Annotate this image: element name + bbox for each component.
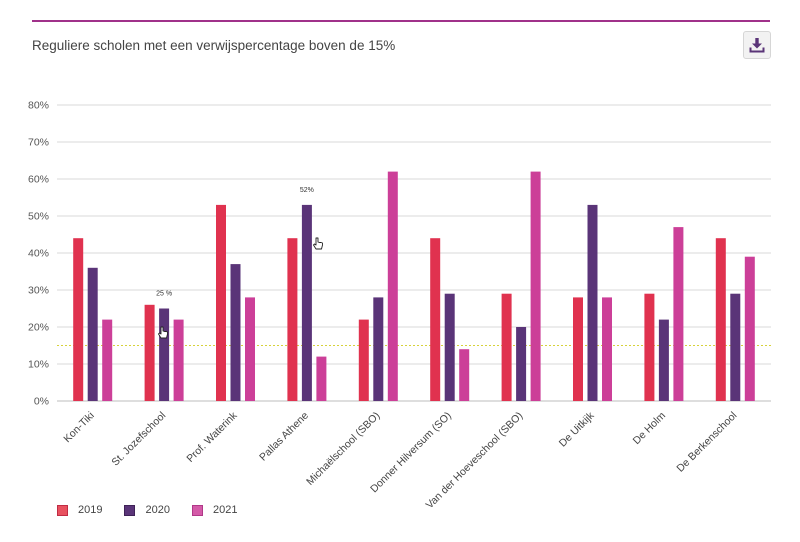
bar-2021 [673,227,684,401]
bar-2020 [730,293,741,401]
legend-swatch [191,504,203,516]
bar-2021 [245,297,255,401]
bar-2019 [358,319,369,401]
bar-2019 [573,297,583,401]
legend-label: 2020 [145,504,170,516]
y-tick-label: 60% [28,174,49,186]
legend-item-2021[interactable]: 2021 [191,504,238,516]
x-tick-label: De Uitkijk [557,409,597,449]
bar-2019 [287,238,298,401]
bar-2020 [516,327,527,401]
y-tick-label: 0% [34,396,49,408]
bar-2020 [301,204,312,401]
legend-swatch [57,504,68,516]
legend-swatch [124,504,136,516]
bar-2021 [459,349,470,401]
y-tick-label: 70% [28,137,49,149]
bar-2021 [530,171,541,401]
legend-label: 2019 [78,504,103,516]
bar-2021 [173,319,184,401]
x-tick-label: St. Jozefschool [109,410,168,469]
bar-2021 [316,356,327,401]
x-tick-label: De Holm [631,409,669,447]
x-tick-label: De Berkenschool [674,410,739,475]
bar-2021 [602,297,612,401]
legend-item-2020[interactable]: 2020 [124,504,170,516]
bar-2019 [73,238,84,401]
bar-2020 [658,319,669,401]
bar-chart: 0% 10% 20% 30% 40% 50% 60% 70% 80% Kon-Tiki St. Jo… [28,100,771,511]
bar-2019 [144,304,155,401]
bar-2019 [501,293,512,401]
x-tick-label: Michaëlschool (SBO) [304,410,382,488]
bar-2021 [102,319,113,401]
data-label: 52% [300,187,314,194]
x-tick-label: Kon-Tiki [61,410,96,445]
bar-2020 [230,264,241,401]
x-tick-label: Donner Hilversum (SO) [368,410,454,496]
bar-2020 [373,297,384,401]
x-tick-label: Prof. Waterink [184,409,240,465]
bar-2020 [159,308,170,401]
legend: 2019 2020 2021 [57,504,259,516]
bar-2019 [715,238,726,401]
bar-2019 [430,238,441,401]
legend-label: 2021 [212,504,238,516]
x-tick-label: Pallas Athene [257,410,311,464]
download-button[interactable] [743,31,771,59]
bar-2021 [744,256,755,401]
bar-2020 [444,293,455,401]
bar-2019 [644,293,655,401]
bar-2020 [587,204,598,401]
y-tick-label: 80% [28,100,49,112]
legend-item-2019[interactable]: 2019 [57,504,102,516]
bar-2021 [387,171,398,401]
bar-2020 [87,267,98,401]
y-tick-label: 40% [28,248,49,260]
chart-title: Reguliere scholen met een verwijspercent… [32,38,396,53]
data-label: 25 % [156,291,172,298]
y-tick-label: 30% [28,285,49,297]
header-divider [32,20,770,22]
hand-cursor-icon [313,237,323,250]
download-icon [749,38,765,53]
y-tick-label: 10% [28,359,49,371]
y-tick-label: 50% [28,211,49,223]
bar-2019 [216,204,226,401]
y-tick-label: 20% [28,322,49,334]
hand-cursor-icon [158,326,168,339]
